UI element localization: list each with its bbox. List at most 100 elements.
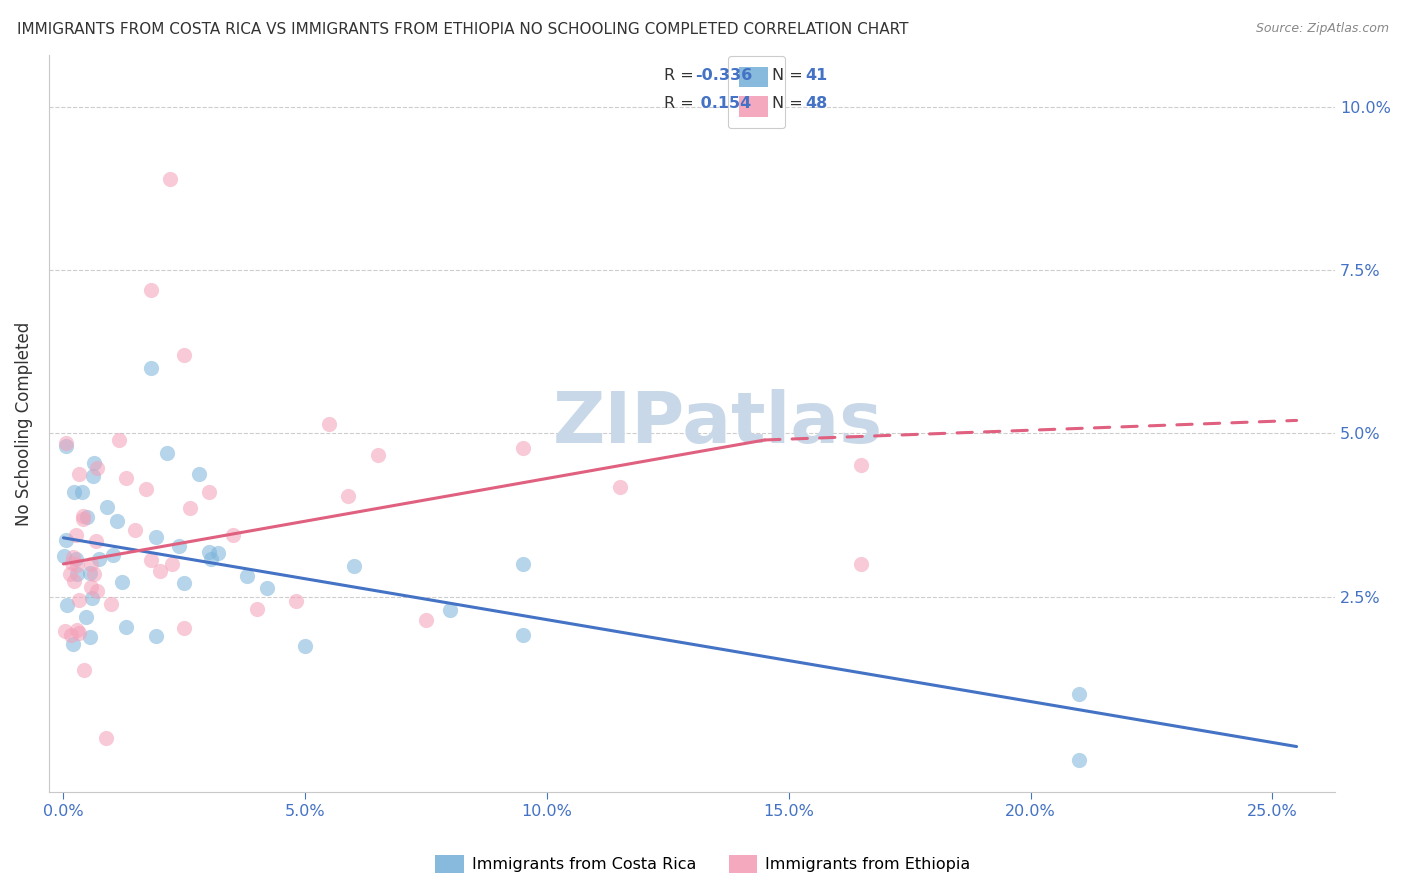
Point <box>173 348 195 362</box>
Point <box>66 624 89 638</box>
Point <box>79 630 101 644</box>
Point <box>87 552 110 566</box>
Point <box>111 575 134 590</box>
Point <box>96 500 118 515</box>
Point <box>62 637 84 651</box>
Point <box>222 528 245 542</box>
Point <box>66 567 89 582</box>
Point <box>86 534 108 549</box>
Point <box>103 548 125 562</box>
Text: R =: R = <box>664 69 699 83</box>
Text: -0.336: -0.336 <box>695 69 752 83</box>
Point <box>62 484 84 499</box>
Point <box>367 448 389 462</box>
Point <box>139 361 162 376</box>
Text: IMMIGRANTS FROM COSTA RICA VS IMMIGRANTS FROM ETHIOPIA NO SCHOOLING COMPLETED CO: IMMIGRANTS FROM COSTA RICA VS IMMIGRANTS… <box>17 22 908 37</box>
Point <box>70 485 93 500</box>
Point <box>65 527 87 541</box>
Point <box>294 639 316 653</box>
Point <box>343 558 366 573</box>
Point <box>82 591 104 605</box>
Point <box>609 480 631 494</box>
Point <box>173 621 195 635</box>
Point <box>76 510 98 524</box>
Point <box>65 552 87 566</box>
Text: ZIPatlas: ZIPatlas <box>553 389 883 458</box>
Point <box>86 584 108 599</box>
Point <box>72 512 94 526</box>
Point <box>67 467 90 481</box>
Point <box>336 489 359 503</box>
Point <box>318 417 340 432</box>
Point <box>851 458 873 472</box>
Point <box>156 446 179 460</box>
Point <box>107 434 129 448</box>
Point <box>83 456 105 470</box>
Point <box>200 552 222 566</box>
Point <box>173 576 195 591</box>
Point <box>135 482 157 496</box>
Text: Source: ZipAtlas.com: Source: ZipAtlas.com <box>1256 22 1389 36</box>
Point <box>55 533 77 548</box>
Point <box>197 545 219 559</box>
Point <box>66 558 89 573</box>
Point <box>512 441 534 455</box>
Point <box>80 580 103 594</box>
Point <box>59 566 82 581</box>
Text: 41: 41 <box>806 69 828 83</box>
Point <box>72 508 94 523</box>
Point <box>179 500 201 515</box>
Point <box>246 601 269 615</box>
Point <box>197 484 219 499</box>
Text: N =: N = <box>772 95 807 111</box>
Legend: , : , <box>728 56 785 128</box>
Text: 48: 48 <box>806 95 828 111</box>
Point <box>60 556 83 570</box>
Text: R =: R = <box>664 95 699 111</box>
Point <box>55 439 77 453</box>
Point <box>145 530 167 544</box>
Point <box>169 539 191 553</box>
Point <box>105 514 128 528</box>
Point <box>159 172 181 186</box>
Point <box>100 598 122 612</box>
Point <box>149 564 172 578</box>
Point <box>53 624 76 639</box>
Point <box>415 613 437 627</box>
Point <box>60 628 83 642</box>
Point <box>512 557 534 571</box>
Point <box>851 557 873 571</box>
Point <box>160 557 183 571</box>
Point <box>124 523 146 537</box>
Point <box>55 598 77 612</box>
Point <box>187 467 209 482</box>
Point <box>236 569 259 583</box>
Point <box>114 471 136 485</box>
Point <box>75 610 97 624</box>
Point <box>79 566 101 580</box>
Point <box>256 581 278 595</box>
Point <box>284 593 307 607</box>
Point <box>145 629 167 643</box>
Point <box>67 593 90 607</box>
Point <box>55 436 77 450</box>
Point <box>86 461 108 475</box>
Point <box>1067 687 1090 701</box>
Point <box>512 628 534 642</box>
Point <box>80 557 103 571</box>
Point <box>139 553 162 567</box>
Point <box>115 620 138 634</box>
Point <box>1067 753 1090 767</box>
Text: N =: N = <box>772 69 807 83</box>
Point <box>73 664 96 678</box>
Point <box>83 567 105 582</box>
Point <box>53 549 76 563</box>
Point <box>139 283 162 297</box>
Text: 0.154: 0.154 <box>695 95 751 111</box>
Point <box>82 469 104 483</box>
Y-axis label: No Schooling Completed: No Schooling Completed <box>15 321 32 525</box>
Point <box>439 603 461 617</box>
Point <box>67 625 90 640</box>
Point <box>94 731 117 746</box>
Point <box>62 550 84 565</box>
